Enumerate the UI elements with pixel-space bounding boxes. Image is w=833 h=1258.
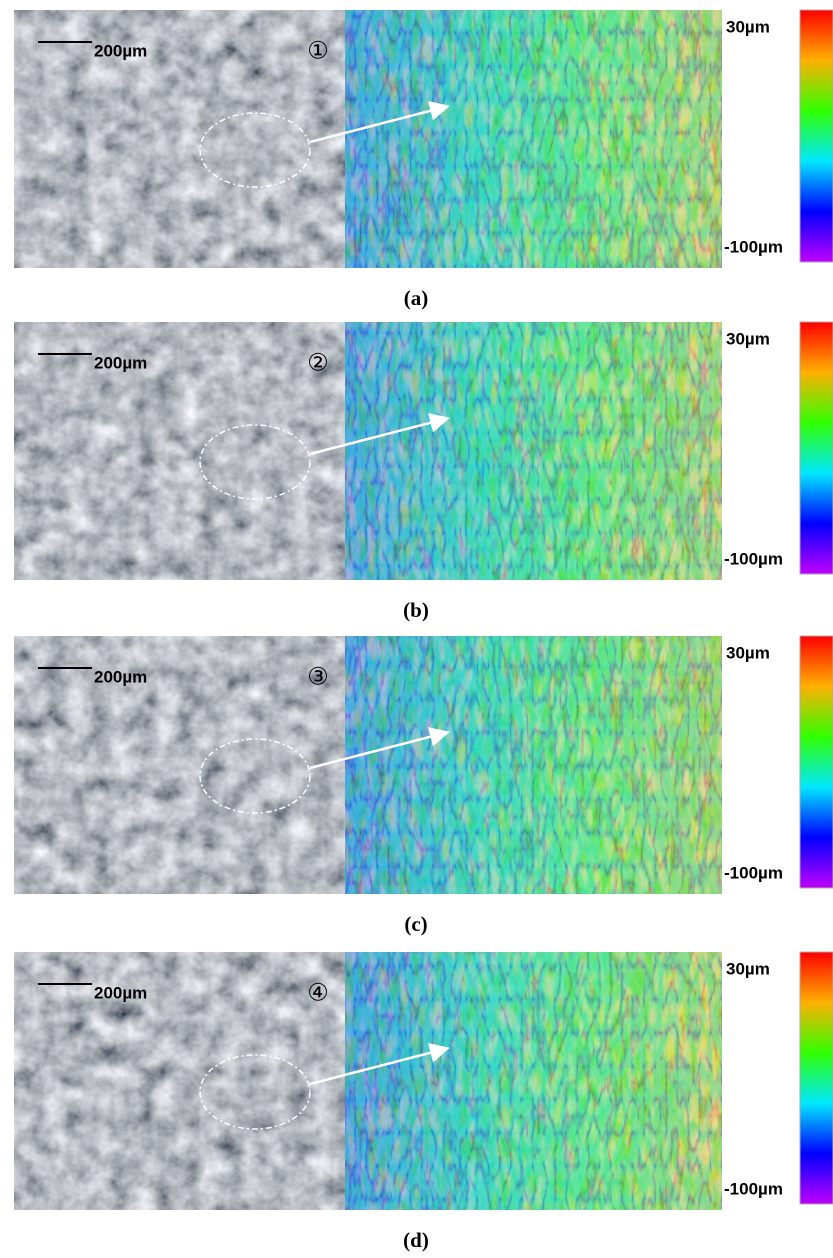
figure: 200µm ① 30µm -100µm (a) 200µm ② 30µm -100µm (b) 20…: [0, 0, 833, 1258]
height-map-texture: [345, 10, 722, 268]
height-map-texture: [345, 322, 722, 580]
scale-label: 200µm: [94, 353, 147, 372]
panel-caption: (a): [404, 286, 429, 310]
scale-label: 200µm: [94, 41, 147, 60]
region-marker: ④: [307, 979, 329, 1006]
colorbar-top-label: 30µm: [726, 643, 770, 662]
micrograph: [14, 322, 345, 580]
region-marker: ③: [307, 663, 329, 690]
micrograph: [14, 952, 345, 1210]
scale-label: 200µm: [94, 667, 147, 686]
colorbar: [800, 322, 833, 574]
micrograph: [14, 636, 345, 894]
colorbar-top-label: 30µm: [726, 329, 770, 348]
height-map-texture: [345, 636, 722, 894]
panel-caption: (c): [404, 912, 427, 936]
micrograph: [14, 10, 345, 268]
panel-caption: (d): [403, 1228, 429, 1252]
colorbar: [800, 952, 833, 1204]
colorbar-bottom-label: -100µm: [724, 1179, 783, 1198]
height-map-texture: [345, 952, 722, 1210]
colorbar: [800, 636, 833, 888]
colorbar-bottom-label: -100µm: [724, 863, 783, 882]
region-marker: ①: [307, 37, 329, 64]
scale-label: 200µm: [94, 983, 147, 1002]
region-marker: ②: [307, 349, 329, 376]
colorbar-top-label: 30µm: [726, 17, 770, 36]
colorbar-top-label: 30µm: [726, 959, 770, 978]
colorbar-bottom-label: -100µm: [724, 237, 783, 256]
panel-caption: (b): [403, 598, 429, 622]
colorbar-bottom-label: -100µm: [724, 549, 783, 568]
colorbar: [800, 10, 833, 262]
